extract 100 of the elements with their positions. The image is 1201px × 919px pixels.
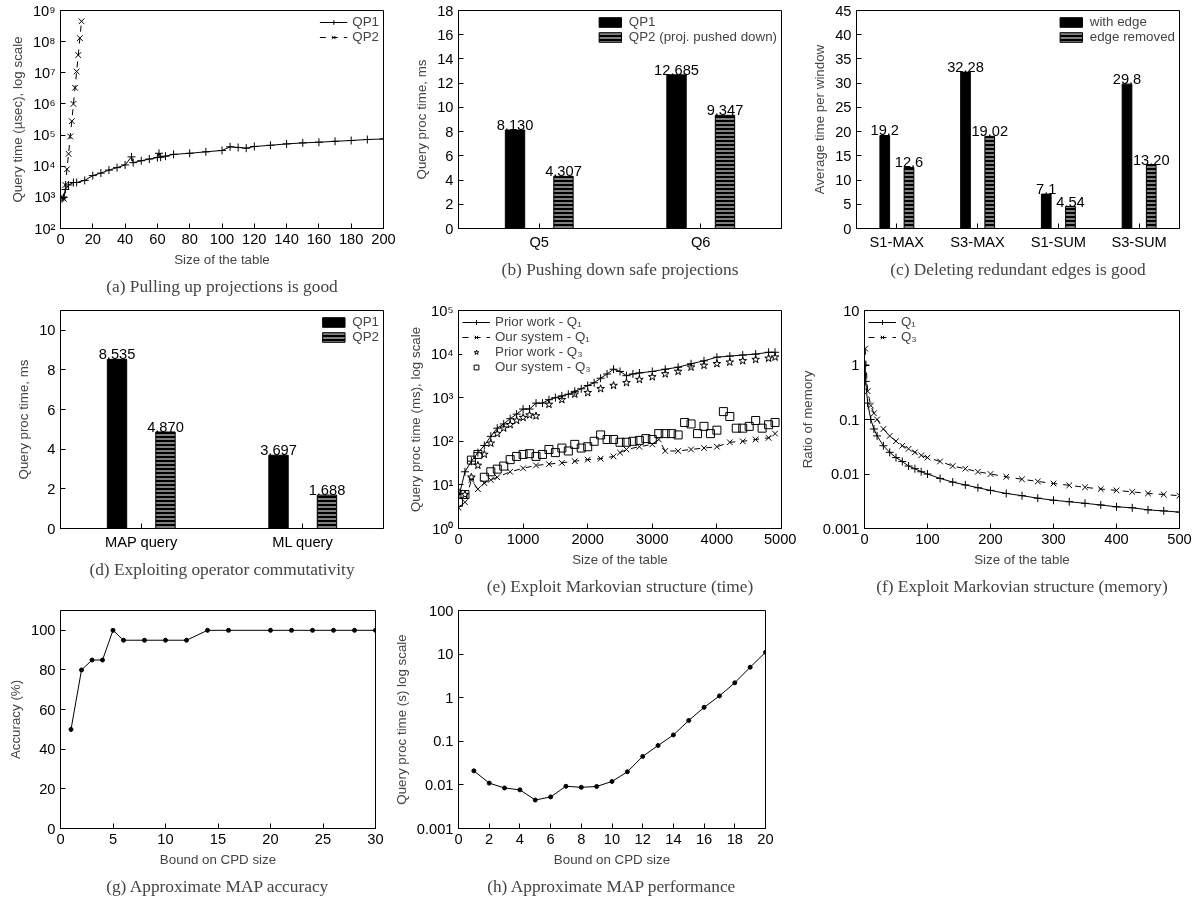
y-tick-label: 10²: [34, 220, 56, 237]
x-tick-label: 12: [634, 830, 651, 847]
y-tick-label: 40: [835, 26, 852, 43]
y-tick-label: 20: [835, 123, 852, 140]
y-tick-label: 4: [47, 441, 56, 458]
x-tick-label: 180: [338, 230, 364, 247]
y-tick-label: 0.1: [433, 733, 454, 750]
x-tick-label: 15: [209, 830, 227, 847]
x-tick-label: 120: [242, 230, 267, 247]
y-tick-label: 10: [843, 302, 860, 319]
x-tick-label: 10: [603, 830, 621, 847]
data-label: 29.8: [1112, 71, 1142, 88]
y-tick-label: 60: [39, 701, 56, 718]
data-label: 3.697: [260, 442, 297, 459]
y-tick-label: 0.001: [822, 520, 860, 537]
text: (a) Pulling up projections is good: [106, 276, 339, 296]
y-tick-label: 10⁰: [432, 520, 454, 537]
x-tick-label: 10: [157, 830, 174, 847]
x-tick-label: 30: [367, 830, 384, 847]
y-tick-label: 10⁶: [33, 95, 56, 112]
data-label: 12.6: [894, 154, 924, 171]
x-tick-label: 16: [695, 830, 713, 847]
x-axis-title: Size of the table: [572, 551, 668, 567]
x-tick-label: 100: [209, 230, 235, 247]
legend-label: Our system - Q₁: [495, 329, 590, 344]
y-tick-label: 1: [445, 689, 454, 706]
x-tick-label: 8: [577, 830, 586, 847]
x-tick-label: 5000: [763, 530, 797, 547]
data-label: 19.2: [870, 122, 900, 139]
y-tick-label: 6: [47, 401, 56, 418]
y-tick-label: 80: [39, 661, 56, 678]
x-tick-label: 60: [149, 230, 166, 247]
text: (h) Approximate MAP performance: [487, 876, 736, 896]
x-tick-label: S3-MAX: [950, 233, 1006, 250]
text: (g) Approximate MAP accuracy: [106, 876, 329, 896]
y-tick-label: 30: [835, 75, 852, 92]
legend-label: Q₃: [901, 329, 918, 344]
y-tick-label: 40: [39, 741, 56, 758]
y-tick-label: 14: [437, 50, 454, 67]
y-tick-label: 100: [31, 622, 56, 639]
x-tick-label: 160: [306, 230, 332, 247]
x-tick-label: 500: [1167, 530, 1192, 547]
x-tick-label: 1000: [506, 530, 540, 547]
legend-label: edge removed: [1089, 29, 1175, 44]
y-axis-title: Accuracy (%): [8, 679, 24, 760]
y-axis-title: Query proc time (s) log scale: [393, 634, 409, 805]
y-tick-label: 100: [429, 602, 454, 619]
legend-label: QP2: [352, 29, 379, 44]
y-tick-label: 6: [445, 147, 454, 164]
text: (e) Exploit Markovian structure (time): [486, 576, 754, 596]
x-tick-label: 14: [665, 830, 682, 847]
x-tick-label: 140: [274, 230, 299, 247]
text: (f) Exploit Markovian structure (memory): [876, 576, 1169, 596]
x-axis-title: Size of the table: [174, 251, 270, 267]
y-tick-label: 5: [843, 196, 852, 213]
y-axis-title: Average time per window: [812, 44, 828, 195]
y-tick-label: 25: [835, 99, 852, 116]
text: (c) Deleting redundant edges is good: [890, 259, 1147, 279]
y-tick-label: 4: [445, 172, 454, 189]
legend-label: with edge: [1089, 14, 1147, 29]
data-label: 12.685: [654, 61, 699, 78]
x-tick-label: 3000: [636, 530, 669, 547]
legend-label: Our system - Q₃: [495, 359, 591, 374]
data-label: 8.130: [496, 117, 534, 134]
data-label: 1.688: [308, 482, 346, 499]
data-label: 8.535: [98, 346, 136, 363]
y-tick-label: 0.01: [424, 776, 454, 793]
data-label: 4.307: [545, 163, 582, 180]
x-tick-label: 40: [116, 230, 134, 247]
x-tick-label: Q5: [529, 233, 550, 250]
x-tick-label: 20: [262, 830, 279, 847]
legend-label: Prior work - Q₃: [495, 344, 583, 359]
y-tick-label: 10⁴: [32, 158, 56, 175]
x-tick-label: S1-SUM: [1030, 233, 1087, 250]
y-tick-label: 8: [445, 123, 454, 140]
x-tick-label: 2000: [571, 530, 605, 547]
x-tick-label: 300: [1041, 530, 1066, 547]
x-tick-label: MAP query: [105, 533, 178, 550]
text: (b) Pushing down safe projections: [501, 259, 739, 279]
x-tick-label: Q6: [690, 233, 711, 250]
y-tick-label: 0.01: [830, 466, 860, 482]
y-tick-label: 10⁷: [33, 64, 56, 81]
x-tick-label: 200: [978, 530, 1003, 547]
x-tick-label: 4000: [700, 530, 734, 547]
x-tick-label: 6: [546, 830, 555, 847]
legend-label: QP1: [352, 14, 379, 29]
y-axis-title: Query proc time, ms: [16, 359, 32, 480]
data-label: 32.28: [947, 59, 984, 76]
data-label: 9.347: [706, 102, 744, 119]
y-tick-label: 10: [437, 646, 454, 663]
x-tick-label: 20: [757, 830, 774, 847]
y-tick-label: 2: [47, 480, 56, 497]
y-tick-label: 18: [437, 2, 454, 19]
data-label: 13.20: [1132, 151, 1170, 168]
data-label: 19.02: [971, 123, 1009, 140]
y-tick-label: 10⁵: [33, 127, 56, 144]
x-tick-label: 5: [108, 830, 118, 847]
y-axis-title: Query time (µsec), log scale: [9, 36, 25, 203]
x-axis-title: Bound on CPD size: [159, 851, 277, 867]
y-tick-label: 10³: [34, 189, 56, 206]
